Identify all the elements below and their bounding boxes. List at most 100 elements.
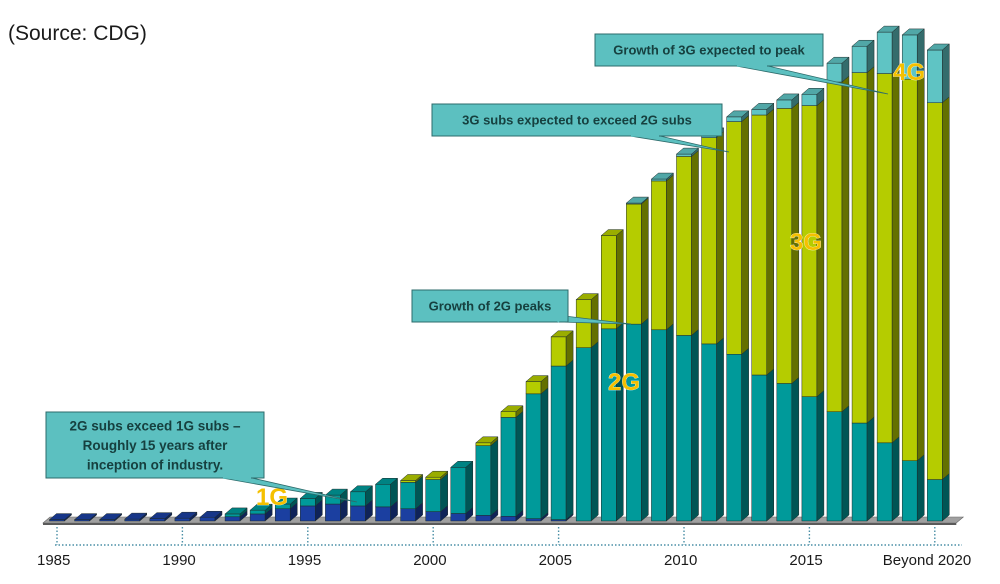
bar-segment-2g [550,365,567,520]
bar-segment-1g [249,513,266,522]
bar-1986 [73,513,98,522]
bar-segment-2g [776,383,793,522]
bar-segment-1g [325,503,341,522]
callout-box [411,289,569,323]
bar-top [725,110,750,118]
bar-top [98,513,123,520]
bar-2010 [675,147,700,522]
bar-side-3g [866,66,875,424]
bar-segment-4g [927,49,943,104]
bar-segment-3g [876,73,893,444]
x-tick-label-1985: 1985 [37,552,70,569]
bar-segment-1g [124,518,140,522]
bar-side-3g [691,149,699,336]
bar-1989 [149,512,173,522]
callout-text-line: Roughly 15 years after [83,438,229,453]
bar-segment-2g [601,328,617,522]
bar-1990 [174,511,198,522]
callout-text-line: Growth of 3G expected to peak [613,43,805,58]
bar-segment-3g [425,476,441,480]
callout-text-line: 3G subs expected to exceed 2G subs [462,113,692,128]
bar-segment-1g [475,515,492,522]
bar-1999 [399,473,424,522]
bar-segment-3g [550,336,567,367]
bar-segment-1g [350,505,366,522]
bar-segment-2g [751,374,767,522]
bar-side-3g [916,72,925,462]
bar-top [349,485,374,493]
bar-2007 [600,229,624,522]
bar-side-2g [440,473,448,513]
callouts: 2G subs exceed 1G subs – Roughly 15 years… [45,33,889,503]
bar-segment-2g [801,396,818,522]
bar-top [876,25,900,33]
bar-segment-2g [701,343,717,522]
bar-segment-3g [927,102,943,480]
bar-top [199,510,223,518]
bar-segment-2g [826,411,843,522]
bar-2018 [876,25,900,522]
callout-box [431,103,723,137]
bar-segment-1g [199,516,216,522]
bar-side-2g [515,410,524,517]
callout-join [548,313,560,323]
bar-side-3g [766,108,774,376]
source-note: (Source: CDG) [8,22,147,45]
bar-side-3g [741,115,749,355]
callout-text-line: inception of industry. [87,457,223,472]
bar-1997 [349,485,374,522]
bar-side-3g [666,174,674,331]
bar-side-2g [741,347,749,522]
bar-segment-1g [500,516,517,522]
bar-segment-3g [475,442,492,446]
bar-2006 [575,293,599,522]
bar-side-3g [891,67,900,444]
bar-2012 [725,110,750,522]
bar-top [625,196,650,204]
bar-top [149,512,173,519]
bar-2000 [425,470,449,522]
bar-side-4g [942,43,950,104]
bar-top [425,470,449,478]
bar-segment-1g [375,506,391,522]
bar-side-3g [716,131,724,345]
bar-2014 [776,93,800,522]
bar-1988 [124,512,148,522]
bar-segment-1g [174,517,191,522]
bar-segment-1g [300,505,316,522]
bar-side-3g [641,197,649,325]
bar-1994 [274,497,298,522]
bar-2013 [751,102,775,522]
bar-1992 [224,507,248,522]
bar-top [675,147,700,155]
bar-side-2g [641,317,649,522]
bar-segment-3g [901,78,918,461]
bar-segment-4g [776,99,793,109]
x-tick-label-1995: 1995 [288,552,321,569]
bar-top [249,503,273,511]
bar-segment-2g [425,479,441,512]
bar-side-2g [540,387,549,520]
bar-1985 [48,513,73,522]
bar-segment-2g [575,347,592,522]
bar-segment-4g [676,153,692,157]
bar-side-2g [590,341,599,522]
bar-side-2g [816,390,825,522]
bar-side-2g [916,454,925,522]
bar-segment-4g [876,31,893,74]
bar-side-2g [942,473,950,522]
callout-a3: 3G subs expected to exceed 2G subs [431,103,730,153]
label-2g: 2G [608,369,640,396]
bar-segment-1g [525,518,542,522]
bar-side-2g [766,368,774,522]
bar-top [274,497,298,505]
bar-segment-2g [927,479,943,522]
bar-1991 [199,510,223,522]
bar-1998 [374,477,399,522]
bar-top [174,511,198,519]
bar-segment-2g [400,482,416,510]
x-axis: 1985 1990 1995 2000 2005 2010 2015 Beyond 2020 [37,527,971,569]
callout-box [594,33,824,67]
